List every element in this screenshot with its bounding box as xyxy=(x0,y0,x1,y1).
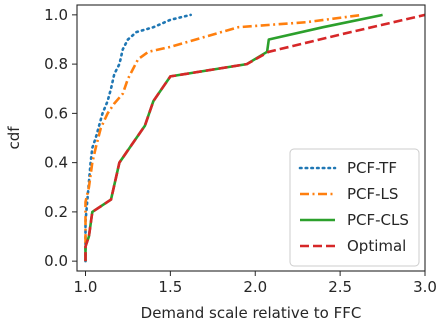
series-line-optimal xyxy=(84,13,426,262)
y-tick-label: 0.2 xyxy=(44,203,68,221)
legend-label: PCF-CLS xyxy=(347,211,409,229)
x-tick-label: 1.5 xyxy=(158,278,182,296)
series-line-pcf-ls xyxy=(84,13,363,262)
x-axis: 1.0 1.5 2.0 2.5 3.0 xyxy=(74,271,436,296)
plot-frame xyxy=(76,4,426,272)
x-tick-label: 1.0 xyxy=(74,278,98,296)
x-tick-label: 2.5 xyxy=(328,278,352,296)
legend: PCF-TF PCF-LS PCF-CLS Optimal xyxy=(289,148,420,267)
plot-lines xyxy=(84,13,426,263)
y-tick-label: 0.6 xyxy=(44,104,68,122)
series-line-pcf-tf xyxy=(84,13,192,263)
legend-label: PCF-TF xyxy=(347,159,397,177)
y-tick-label: 0.8 xyxy=(44,55,68,73)
y-tick-label: 0.0 xyxy=(44,252,68,270)
x-tick-label: 2.0 xyxy=(243,278,267,296)
legend-box xyxy=(289,148,420,267)
legend-label: Optimal xyxy=(347,237,406,255)
x-axis-label: Demand scale relative to FFC xyxy=(141,304,362,322)
legend-label: PCF-LS xyxy=(347,185,398,203)
y-axis-label: cdf xyxy=(5,126,23,150)
y-axis: 0.0 0.2 0.4 0.6 0.8 1.0 xyxy=(44,6,77,270)
x-tick-label: 3.0 xyxy=(413,278,436,296)
y-tick-label: 1.0 xyxy=(44,6,68,24)
y-tick-label: 0.4 xyxy=(44,154,68,172)
